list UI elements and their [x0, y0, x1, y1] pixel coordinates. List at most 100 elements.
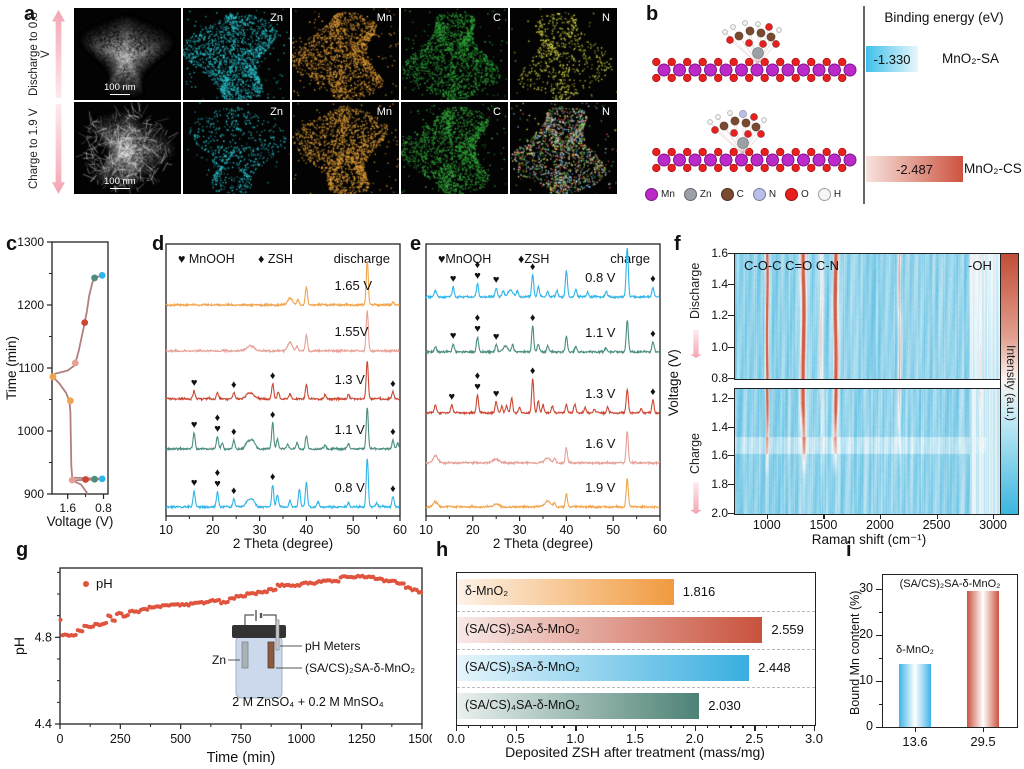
dft-structures [652, 20, 857, 173]
bar-separator [457, 611, 815, 612]
f-ytick-label: 0.8 [711, 371, 728, 385]
oxygen-atom [838, 163, 847, 173]
oxygen-atom [745, 147, 754, 157]
peak-marker: ♦ [270, 471, 276, 483]
h-xtick [694, 725, 696, 731]
atom-legend: Mn Zn C N O H [645, 188, 860, 201]
ph-dot [273, 587, 278, 592]
peak-marker: ♦ [475, 312, 481, 324]
ph-dot [264, 590, 269, 595]
i-xtick-label: 13.6 [902, 734, 928, 749]
oxygen-atom [683, 163, 692, 173]
mn-atom [843, 63, 857, 77]
peak-marker: ♦ [530, 365, 536, 377]
zsh-bar-chart: δ-MnO₂ 1.816 (SA/CS)₂SA-δ-MnO₂ 2.559 (SA/CS)… [432, 548, 830, 769]
panel-f-letter: f [674, 233, 681, 255]
xrd-trace-label: 0.8 V [334, 480, 365, 495]
xrd-trace [165, 407, 401, 452]
map-canvas [183, 8, 290, 100]
h-xtick-minor [503, 725, 505, 728]
i-ytick-minor [879, 703, 883, 705]
xrd-trace [425, 431, 661, 467]
ph-dot [336, 579, 341, 584]
map-element-label: C [493, 12, 501, 24]
oxygen-atom [791, 73, 800, 83]
h-xtick-minor [658, 725, 661, 728]
sample-point [68, 476, 76, 484]
mn-atom [750, 63, 764, 77]
oxygen-atom [667, 147, 676, 157]
xrd-trace-label: 1.1 V [334, 422, 365, 437]
map-canvas [74, 8, 181, 100]
o-atom [750, 113, 758, 121]
eds-map-Mn: Mn [291, 7, 400, 101]
ph-dot [216, 597, 222, 603]
f-ytick-label: 1.6 [711, 448, 728, 462]
o-atom [757, 130, 765, 138]
oxygen-atom [714, 73, 723, 83]
h-xtick [814, 725, 816, 731]
oxygen-atom [760, 147, 769, 157]
peak-marker: ♥ [214, 423, 221, 435]
ph-dot [58, 617, 63, 622]
legend-item-C: C [720, 188, 744, 201]
xrd-trace-label: 1.6 V [585, 436, 616, 451]
f-ytick-label: 1.4 [711, 277, 728, 291]
xrd-trace-label: 1.55V [334, 324, 368, 339]
xrd-trace [425, 247, 661, 300]
map-canvas [401, 8, 508, 100]
mn-atom [735, 63, 748, 77]
bond [742, 133, 762, 155]
g-xtick-label: 1500 [408, 732, 432, 746]
oxygen-atom [791, 57, 800, 67]
panel-g-letter: g [16, 539, 29, 561]
h-xtick-label: 2.5 [745, 731, 764, 746]
bond [742, 126, 757, 155]
raman-annotation-right: -OH [968, 258, 992, 273]
sample-point [91, 475, 98, 483]
oxygen-atom [760, 57, 769, 67]
map-element-label: Zn [270, 106, 283, 118]
oxygen-atom [745, 163, 754, 173]
oxygen-atom [714, 57, 723, 67]
peak-marker: ♥ [474, 323, 481, 335]
h-xtick-label: 1.5 [625, 731, 645, 746]
i-ytick-label: 10 [859, 672, 873, 687]
tem-image: 100 nm [73, 7, 182, 101]
g-ytick-label: 4.8 [35, 630, 52, 644]
mn-atom [673, 63, 686, 77]
bond [749, 30, 759, 65]
binding-energy-bar-sa: -1.330 [866, 46, 918, 72]
map-canvas [292, 8, 399, 100]
peak-marker: ♥ [450, 330, 457, 342]
f-xtick [879, 514, 882, 519]
i-xtick-label: 29.5 [970, 734, 996, 749]
mn-atom [812, 153, 826, 167]
h-xtick-minor [587, 725, 589, 728]
h-atom [715, 114, 721, 120]
cathode-electrode [267, 641, 275, 669]
voltage-time-plot: 900 1000 1100 1200 1300 1.6 0.8 Time (min) Volta… [4, 235, 113, 529]
eds-map-N: N [509, 101, 618, 195]
c-ytick-label: 1200 [17, 298, 44, 312]
zn-atom [752, 47, 764, 59]
sample-point [49, 373, 57, 381]
h-xlabel: Deposited ZSH after treatment (mass/mg) [505, 744, 765, 760]
oxygen-atom [652, 147, 661, 157]
oxygen-atom [714, 163, 723, 173]
h-xtick-minor [599, 725, 601, 728]
ph-dot [119, 611, 124, 616]
f-xtick [993, 514, 995, 519]
f-ytick-label: 1.2 [711, 308, 728, 322]
oxygen-atom [652, 163, 661, 173]
map-canvas [183, 102, 290, 194]
f-ytick-label: 1.6 [711, 246, 728, 260]
h-atom [761, 117, 767, 123]
oxygen-atom [776, 163, 785, 173]
sample-point [91, 274, 98, 282]
panel-h-letter: h [436, 539, 449, 561]
oxygen-atom [838, 147, 847, 157]
legend-dot [785, 188, 799, 201]
xrd-trace-label: 1.3 V [334, 372, 365, 387]
